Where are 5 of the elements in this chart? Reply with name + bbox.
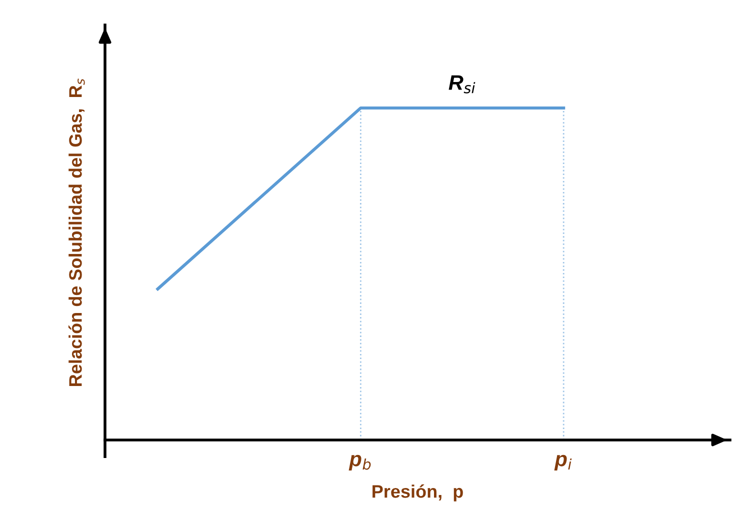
- y-axis-title: Relación de Solubilidad del Gas, R$_{s}$: [68, 78, 85, 386]
- x-axis-title: Presión, p: [372, 484, 463, 502]
- text: R$_{si}$: [448, 75, 476, 94]
- x-tick-label: p$_{b}$: [348, 454, 371, 470]
- x-tick-label: p$_{i}$: [554, 454, 572, 470]
